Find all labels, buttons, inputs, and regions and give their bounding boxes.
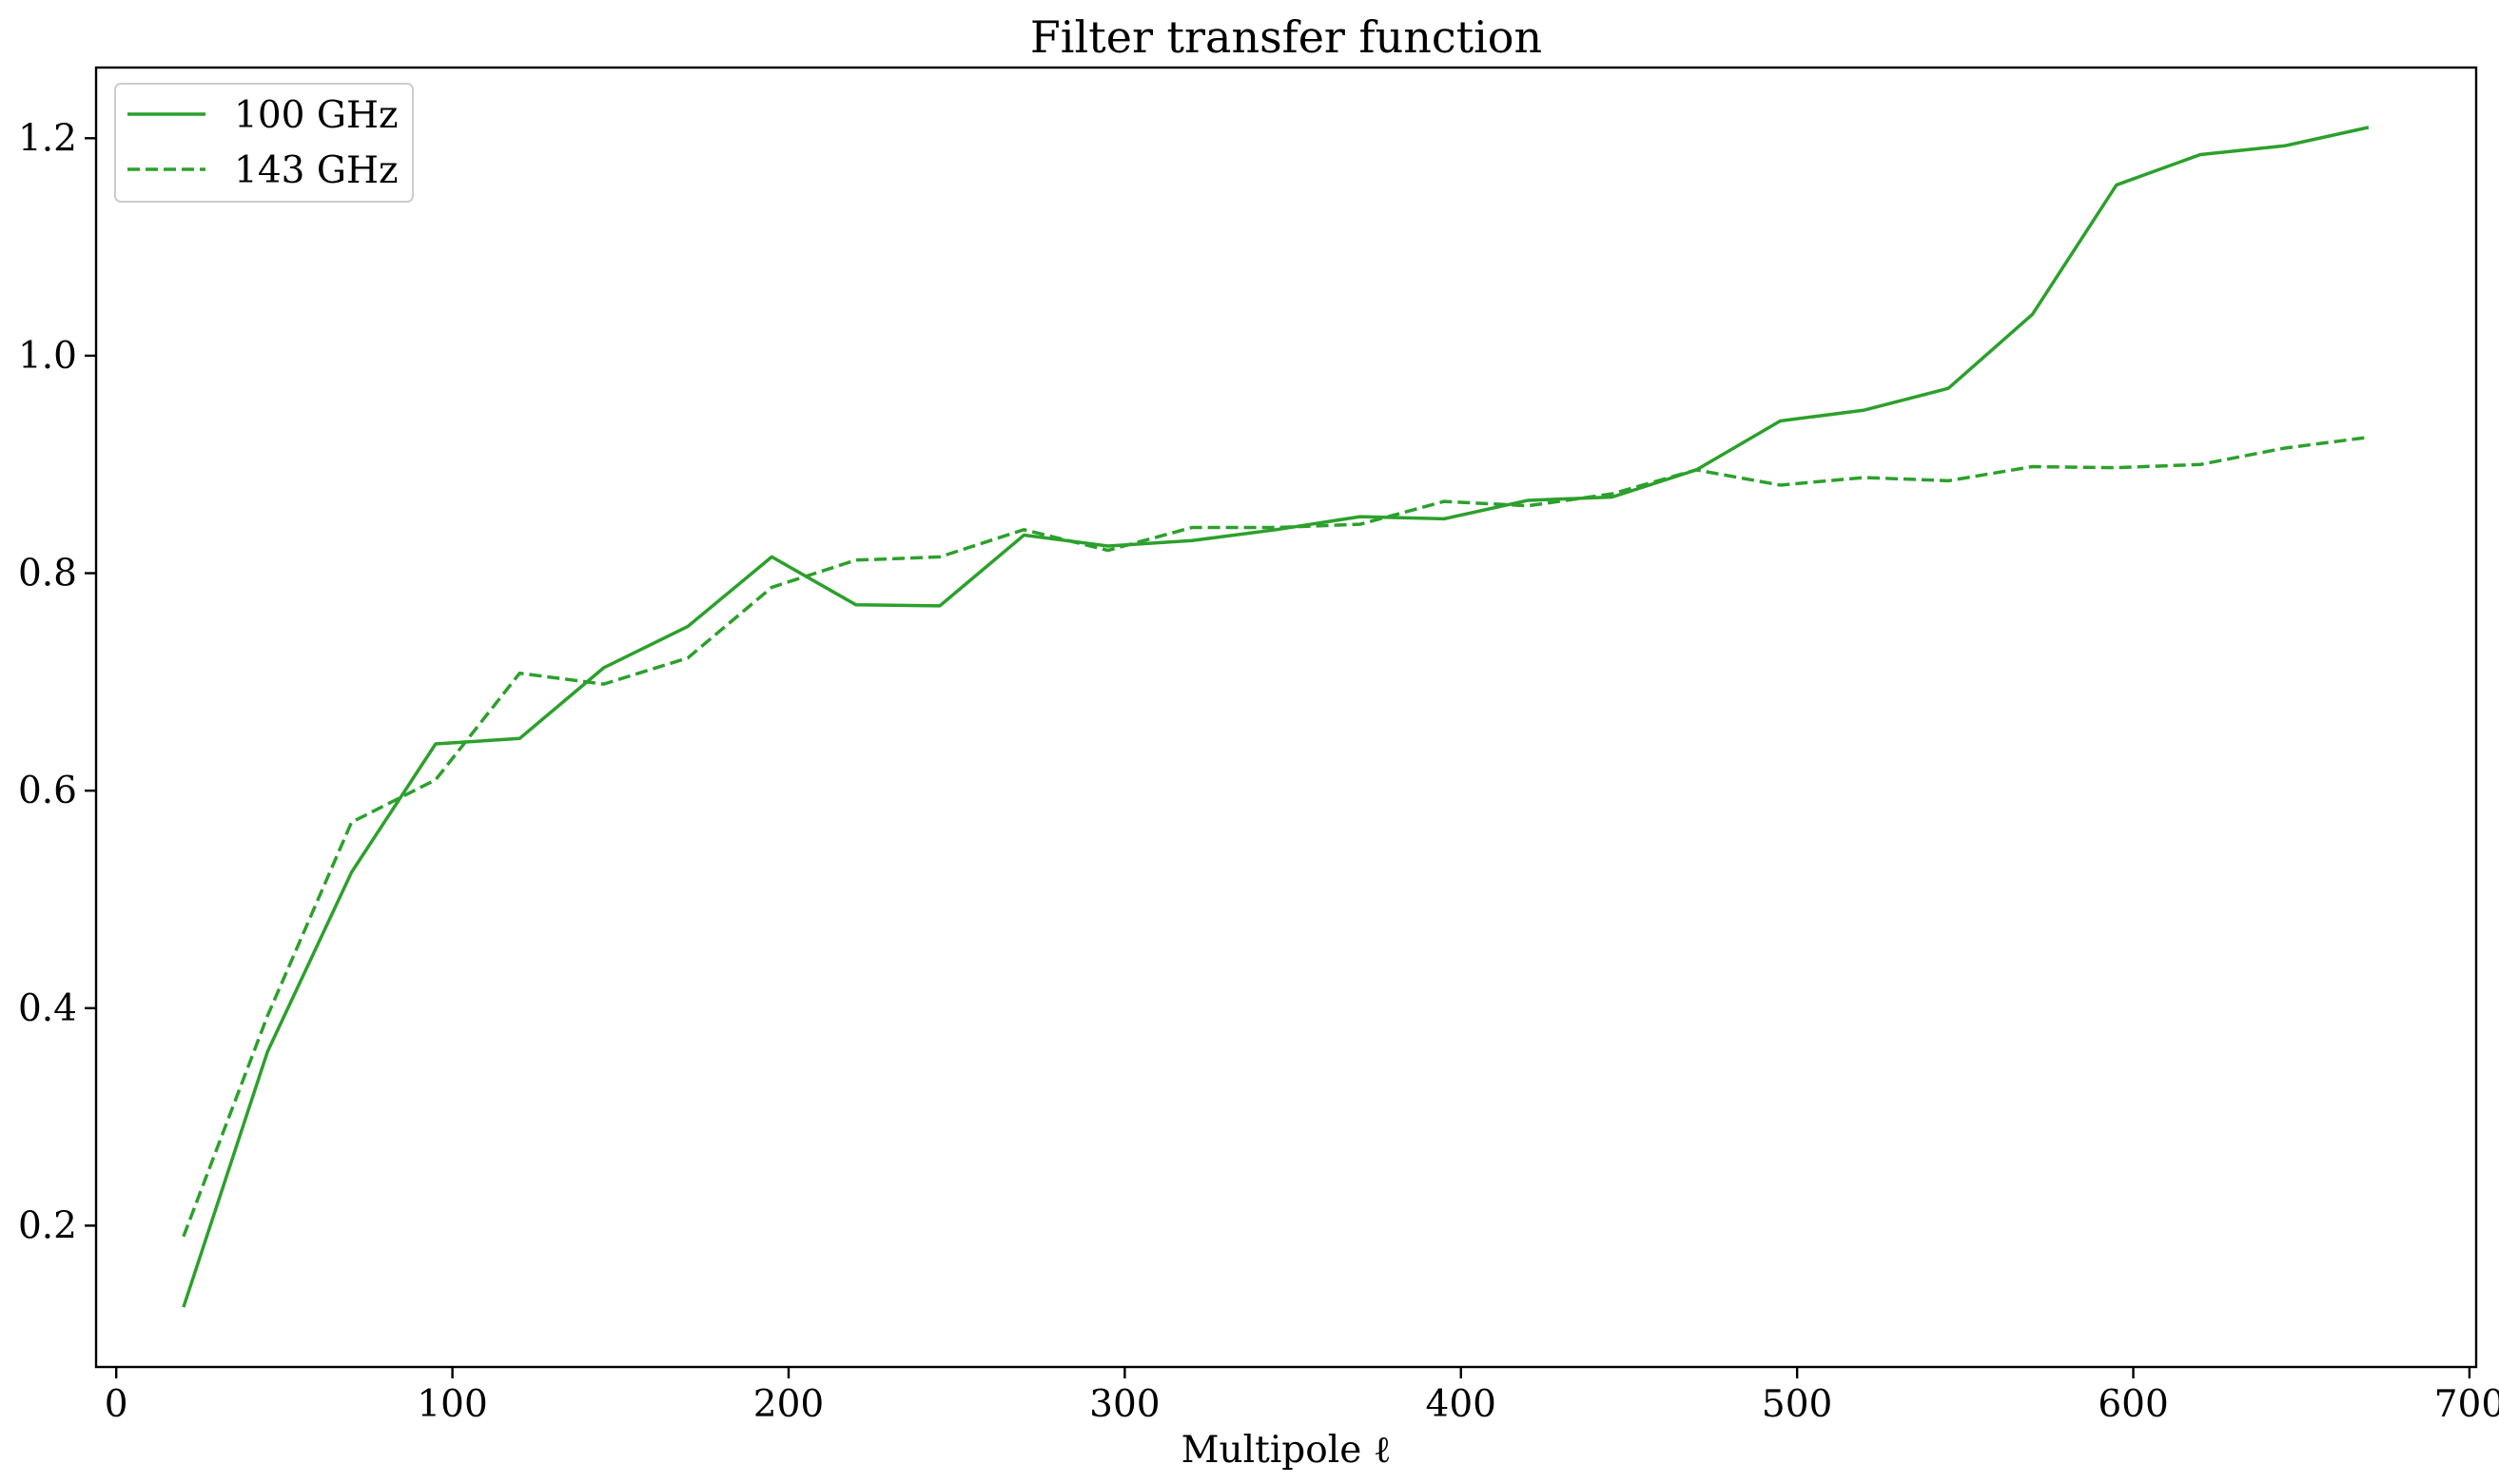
x-tick-label: 500 bbox=[1762, 1383, 1832, 1426]
chart-title: Filter transfer function bbox=[1030, 11, 1542, 63]
series-line-143-ghz bbox=[182, 435, 2370, 1238]
plot-area-frame bbox=[94, 66, 2478, 1369]
series-layer bbox=[182, 126, 2370, 1308]
y-tick-label: 1.2 bbox=[18, 117, 77, 160]
y-tick-label: 0.2 bbox=[18, 1204, 77, 1247]
series-line-100-ghz bbox=[182, 126, 2370, 1308]
legend-entry-143-ghz: 143 GHz bbox=[234, 149, 399, 192]
x-tick-label: 300 bbox=[1089, 1383, 1160, 1426]
x-tick-label: 200 bbox=[753, 1383, 824, 1426]
x-tick-label: 0 bbox=[105, 1383, 128, 1426]
legend: 100 GHz 143 GHz bbox=[114, 83, 414, 203]
legend-entry-100-ghz: 100 GHz bbox=[234, 94, 399, 137]
y-tick-label: 1.0 bbox=[18, 335, 77, 378]
x-tick-label: 600 bbox=[2098, 1383, 2168, 1426]
y-tick-label: 0.6 bbox=[18, 770, 77, 812]
x-tick-label: 100 bbox=[417, 1383, 487, 1426]
y-tick-label: 0.4 bbox=[18, 987, 77, 1030]
x-axis-label: Multipole ℓ bbox=[1181, 1429, 1392, 1472]
ticks-layer: 0 100 200 300 400 500 600 700 0.2 0.4 0.6 0.8 1.0 1.2 bbox=[18, 117, 2499, 1426]
x-tick-label: 700 bbox=[2434, 1383, 2499, 1426]
y-tick-label: 0.8 bbox=[18, 553, 77, 596]
x-tick-label: 400 bbox=[1426, 1383, 1496, 1426]
